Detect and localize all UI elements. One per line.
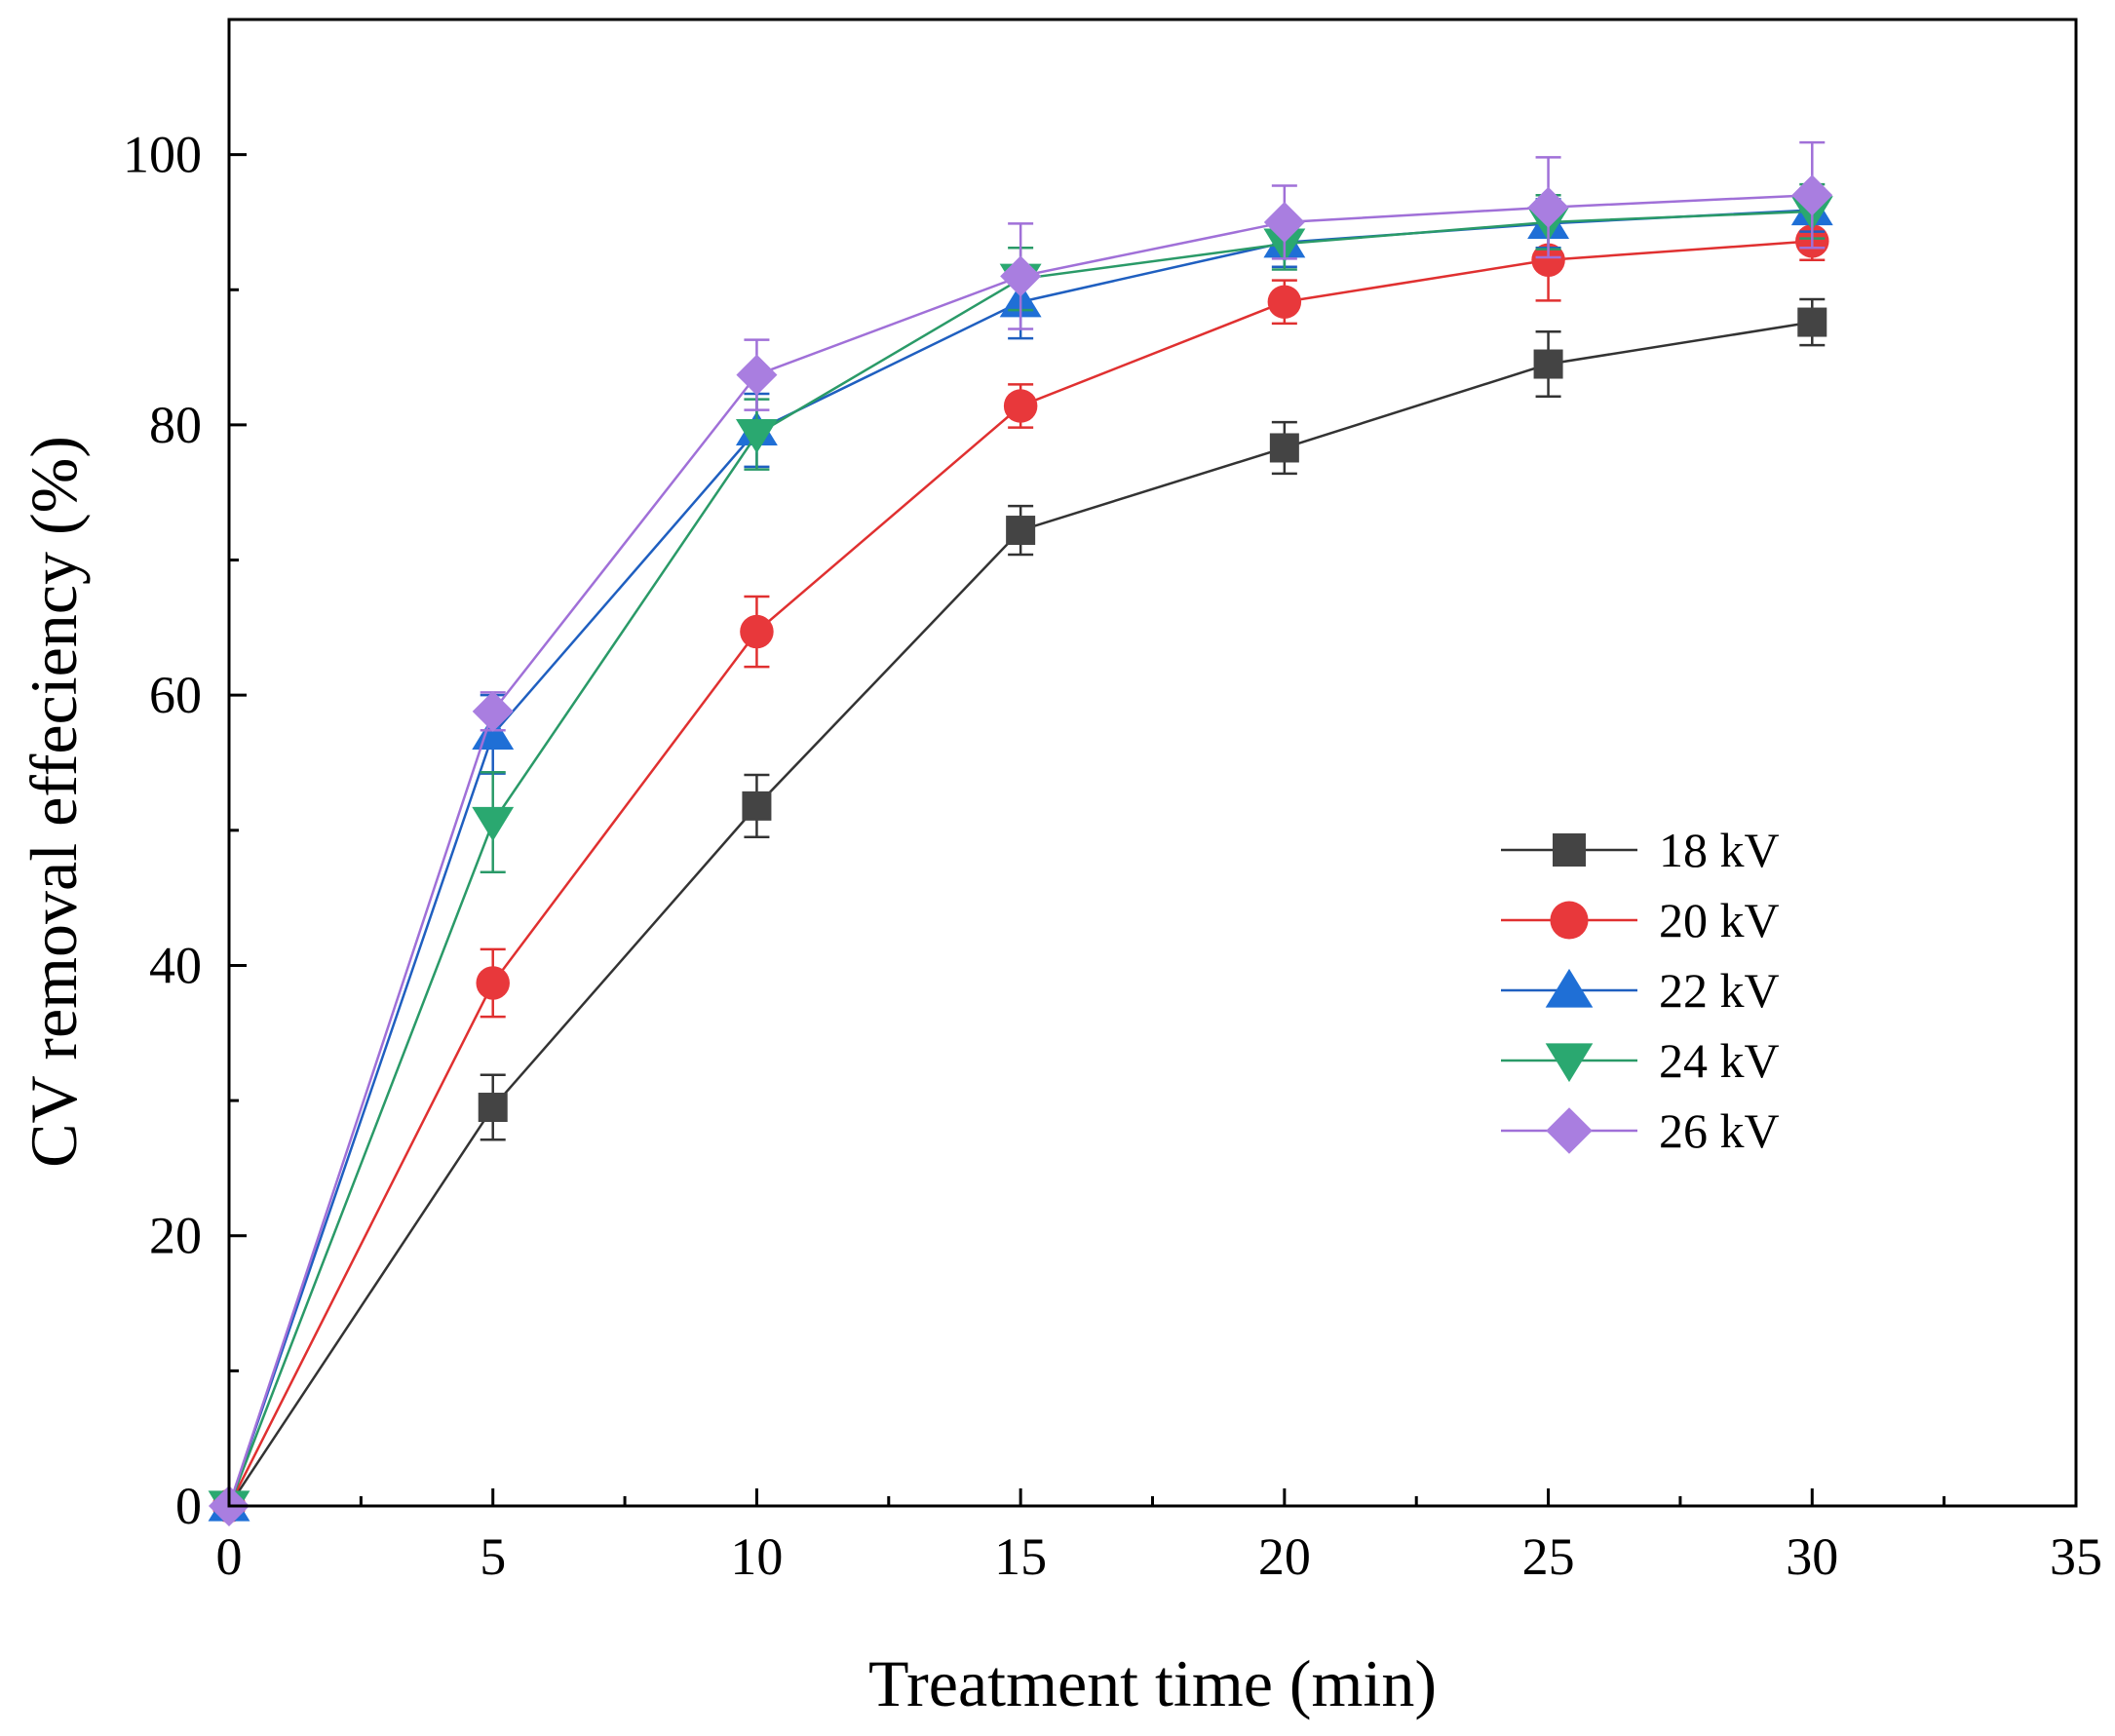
data-point	[1791, 174, 1833, 216]
data-point	[472, 806, 515, 841]
data-point	[1003, 389, 1038, 423]
data-point	[1267, 285, 1302, 319]
x-tick-label: 5	[480, 1527, 506, 1586]
legend-label: 24 kV	[1659, 1033, 1780, 1088]
series-18-kv	[214, 297, 1827, 1521]
x-tick-label: 35	[2050, 1527, 2102, 1586]
data-point	[736, 354, 778, 396]
y-axis-title: CV removal effeciency (%)	[17, 436, 91, 1168]
legend-marker	[1545, 1043, 1594, 1083]
x-tick-label: 15	[994, 1527, 1047, 1586]
x-tick-label: 10	[730, 1527, 783, 1586]
y-tick-label: 80	[149, 396, 202, 454]
legend-label: 26 kV	[1659, 1103, 1780, 1158]
legend-label: 22 kV	[1659, 963, 1780, 1018]
data-point	[1263, 201, 1305, 243]
y-tick-label: 0	[175, 1477, 202, 1535]
legend-marker	[1546, 1107, 1593, 1154]
legend-label: 18 kV	[1659, 823, 1780, 877]
legend-marker	[1545, 968, 1594, 1008]
axes-layer: 0 5 10 15 20 25 30 35 0 20 40 60 80 100	[123, 18, 2102, 1586]
legend-entry: 18 kV	[1501, 823, 1780, 877]
data-point	[476, 966, 510, 1000]
data-point	[1533, 349, 1563, 379]
data-point	[735, 419, 778, 454]
legend-entry: 24 kV	[1501, 1033, 1780, 1088]
legend-entry: 26 kV	[1501, 1103, 1780, 1158]
data-point	[1527, 186, 1569, 228]
data-point	[1531, 243, 1565, 278]
y-tick-label: 40	[149, 936, 202, 994]
x-axis-title: Treatment time (min)	[868, 1646, 1437, 1720]
data-point	[1269, 433, 1299, 463]
x-tick-label: 30	[1786, 1527, 1838, 1586]
data-point	[1000, 255, 1042, 297]
legend-entry: 20 kV	[1501, 893, 1780, 947]
y-tick-label: 60	[149, 666, 202, 724]
data-point	[742, 791, 772, 821]
series-26-kv	[209, 140, 1833, 1526]
x-tick-label: 0	[216, 1527, 243, 1586]
x-tick-label: 25	[1522, 1527, 1575, 1586]
y-tick-label: 20	[149, 1207, 202, 1265]
x-tick-label: 20	[1258, 1527, 1311, 1586]
legend-label: 20 kV	[1659, 893, 1780, 947]
legend-marker	[1553, 833, 1586, 867]
data-point	[472, 690, 514, 732]
data-point	[1797, 307, 1827, 337]
legend-marker	[1550, 901, 1589, 940]
series-layer	[208, 140, 1833, 1526]
data-point	[1006, 516, 1036, 546]
y-tick-label: 100	[123, 126, 202, 184]
legend-entry: 22 kV	[1501, 963, 1780, 1018]
data-point	[478, 1093, 508, 1123]
data-point	[740, 614, 774, 649]
legend: 18 kV 20 kV 22 kV 24 kV 26 kV	[1501, 823, 1780, 1158]
